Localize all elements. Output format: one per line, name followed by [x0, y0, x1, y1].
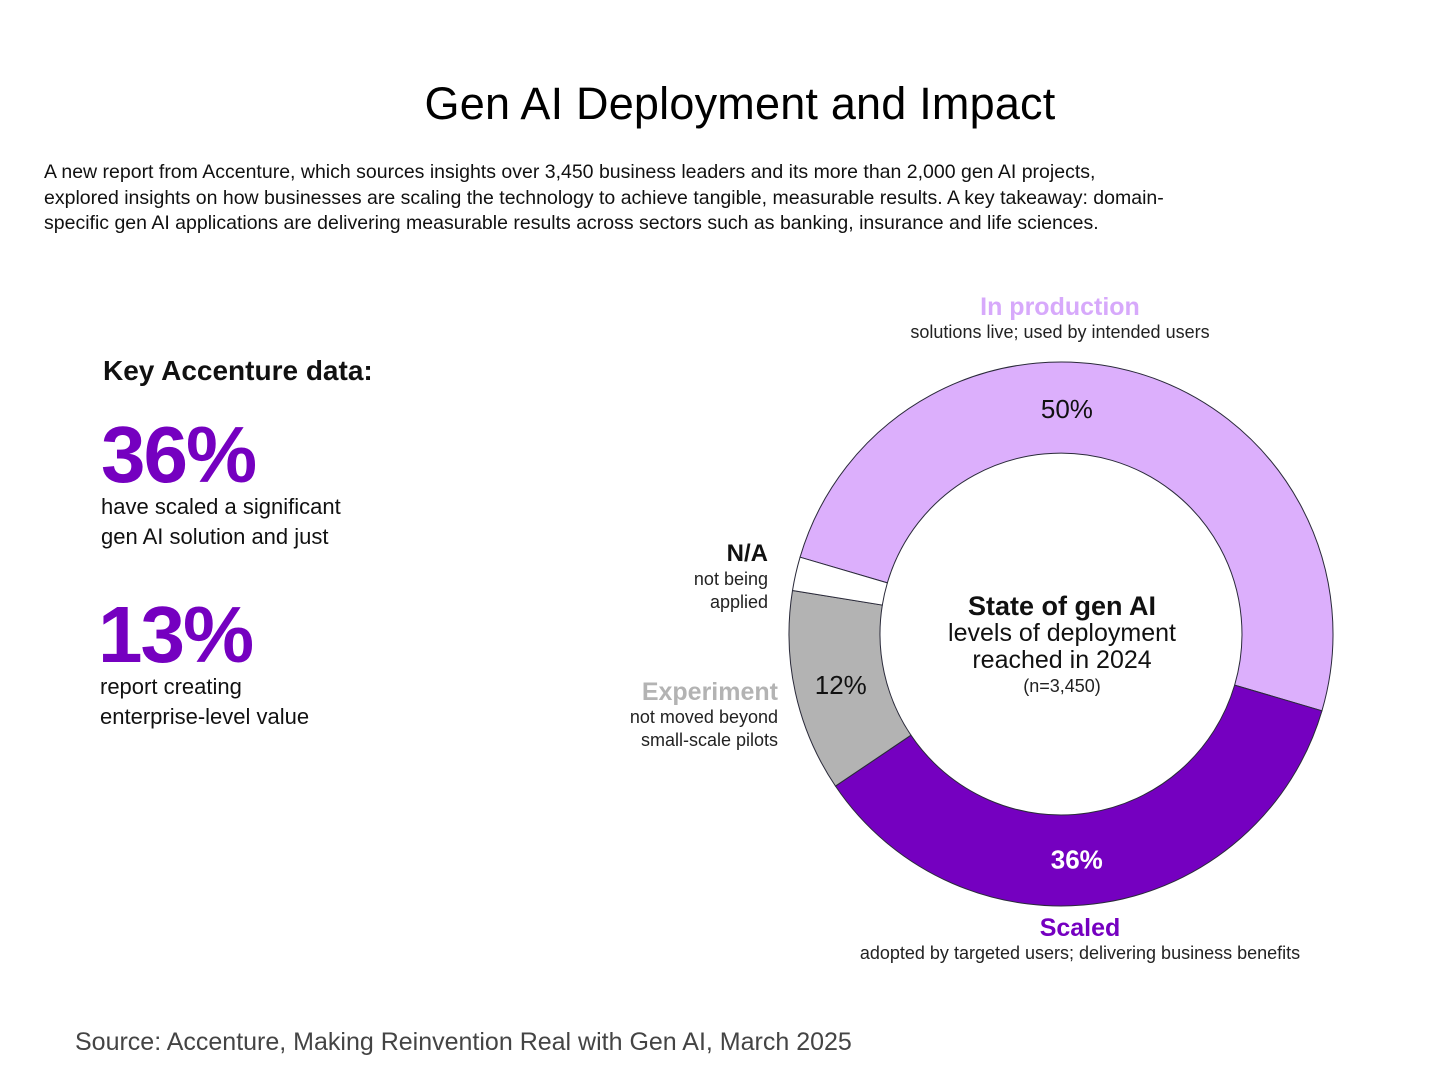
donut-slice-na — [791, 556, 888, 606]
legend-description: adopted by targeted users; delivering bu… — [859, 943, 1301, 963]
legend-in-production: In production solutions live; used by in… — [860, 293, 1260, 344]
stat-desc-line: have scaled a significant — [101, 494, 341, 519]
legend-na: N/A not being applied — [694, 540, 768, 614]
legend-experiment: Experiment not moved beyond small-scale … — [630, 678, 778, 752]
legend-name: Experiment — [641, 678, 778, 706]
intro-line: A new report from Accenture, which sourc… — [44, 161, 1096, 183]
donut-label-in_production: 50% — [1041, 394, 1093, 424]
donut-slice-in_production — [799, 362, 1334, 712]
legend-description: not moved beyond — [629, 707, 778, 727]
intro-line: explored insights on how businesses are … — [44, 186, 1164, 209]
source-note: Source: Accenture, Making Reinvention Re… — [75, 1028, 852, 1056]
donut-label-scaled: 36% — [1051, 844, 1103, 874]
key-data-heading: Key Accenture data: — [103, 355, 373, 386]
legend-name: Scaled — [1039, 914, 1121, 942]
donut-slice-scaled — [834, 684, 1323, 907]
legend-name: In production — [980, 293, 1140, 321]
donut-label-experiment: 12% — [815, 670, 867, 700]
legend-name: N/A — [726, 540, 768, 567]
legend-description: small-scale pilots — [640, 730, 778, 750]
stat-value: 36% — [101, 410, 257, 499]
stat-scaled: 36% have scaled a significant gen AI sol… — [101, 410, 341, 552]
intro-line: specific gen AI applications are deliver… — [44, 212, 1099, 234]
center-title: State of gen AI — [967, 591, 1156, 621]
legend-description: solutions live; used by intended users — [910, 322, 1210, 342]
legend-description: not being — [693, 569, 768, 589]
intro-paragraph: A new report from Accenture, which sourc… — [44, 160, 1404, 237]
legend-description: applied — [709, 592, 768, 612]
stat-desc-line: report creating — [100, 674, 242, 699]
stat-desc-line: enterprise-level value — [100, 704, 310, 729]
page-title: Gen AI Deployment and Impact — [424, 78, 1056, 129]
center-subtitle: reached in 2024 — [972, 646, 1152, 674]
stat-desc-line: gen AI solution and just — [101, 524, 329, 549]
legend-scaled: Scaled adopted by targeted users; delive… — [780, 914, 1380, 965]
donut-center-label: State of gen AI levels of deployment rea… — [912, 592, 1212, 698]
stat-value: 13% — [98, 590, 254, 679]
center-sample-size: (n=3,450) — [1023, 676, 1101, 696]
stat-enterprise-value: 13% report creating enterprise-level val… — [98, 590, 310, 732]
center-subtitle: levels of deployment — [948, 619, 1176, 647]
